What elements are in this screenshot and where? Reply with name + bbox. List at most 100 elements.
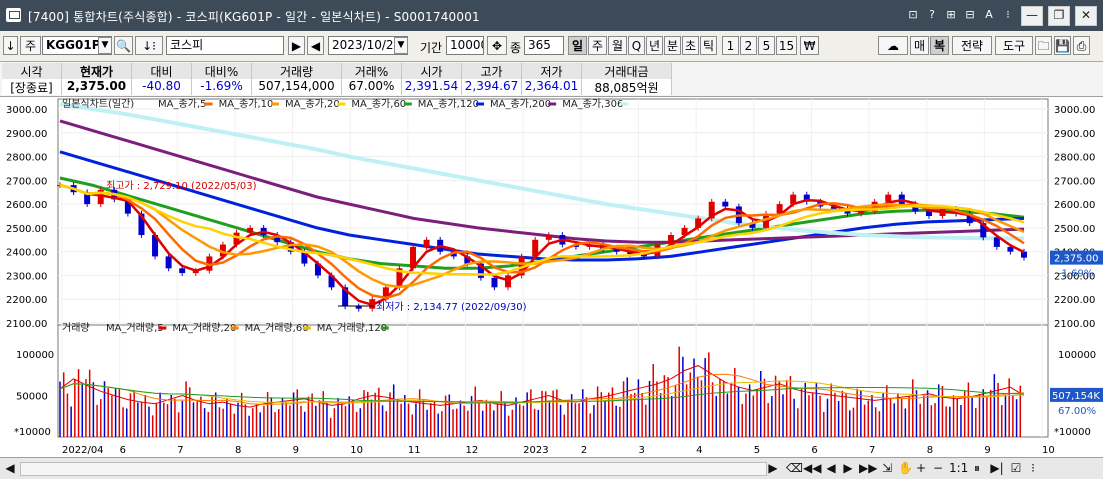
scroll-control-6[interactable]: ✋ <box>898 461 913 475</box>
more-icon[interactable]: ⁝ <box>1006 8 1010 21</box>
close-button[interactable]: ✕ <box>1075 6 1097 26</box>
period-month-button[interactable]: 월 <box>608 36 627 55</box>
candle-body <box>667 235 674 245</box>
scroll-control-7[interactable]: + <box>915 461 927 475</box>
candle-body <box>206 256 213 271</box>
minimize-button[interactable]: — <box>1021 6 1043 26</box>
interval-15-button[interactable]: 15 <box>776 36 797 55</box>
period-input[interactable]: 10000 <box>446 36 484 55</box>
candle-body <box>722 201 729 207</box>
scroll-control-2[interactable]: ◀ <box>826 461 836 475</box>
last-change: -1.69% <box>1058 269 1093 280</box>
code-input[interactable]: KGG01P <box>42 36 112 55</box>
price-tick-right: 2900.00 <box>1054 129 1095 140</box>
search-icon[interactable]: 🔍 <box>114 36 133 55</box>
scroll-left-icon[interactable]: ◀ <box>5 461 15 475</box>
scroll-track[interactable] <box>20 462 767 476</box>
quote-header: 거래% <box>342 63 402 79</box>
scroll-control-5[interactable]: ⇲ <box>881 461 893 475</box>
currency-button[interactable]: ₩ <box>800 36 819 55</box>
volume-unit-left: *10000 <box>14 427 51 438</box>
price-tick-right: 2300.00 <box>1054 271 1095 282</box>
scroll-control-11[interactable]: ▶| <box>990 461 1004 475</box>
sort-icon[interactable]: ↓⁝ <box>135 36 163 55</box>
quote-value: -40.80 <box>132 79 192 95</box>
chart-scrollbar[interactable]: ◀ ▶ ⌫ ◀◀ ◀ ▶ ▶▶ ⇲ ✋ + −1:1 ⏸ ▶| ☑ ⁝ <box>0 457 1103 479</box>
print-icon[interactable]: ⎙ <box>1073 36 1090 55</box>
date-tick: 8 <box>235 445 241 456</box>
quote-value: [장종료] <box>2 79 62 95</box>
move-icon[interactable]: ✥ <box>487 36 507 55</box>
date-tick: 2022/04 <box>62 445 104 456</box>
legend-label: MA_종가,5 <box>158 98 206 110</box>
price-tick-right: 2800.00 <box>1054 153 1095 164</box>
save-icon[interactable]: 💾 <box>1054 36 1071 55</box>
price-tick-left: 2800.00 <box>6 153 47 164</box>
legend-label: MA_종가,120 <box>418 98 479 110</box>
annotation-low: 최저가 : 2,134.77 (2022/09/30) <box>376 301 527 313</box>
help-icon[interactable]: ? <box>929 8 935 21</box>
screen-icon[interactable]: ⊡ <box>908 8 918 21</box>
candle-body <box>803 194 810 202</box>
candle-body <box>925 211 932 216</box>
font-icon[interactable]: A <box>985 8 993 21</box>
name-input[interactable]: 코스피 <box>166 36 284 55</box>
split-icon[interactable]: ⊟ <box>965 8 975 21</box>
zoom-label: 종 <box>510 41 522 55</box>
scroll-control-3[interactable]: ▶ <box>843 461 853 475</box>
date-dropdown-icon[interactable]: ▼ <box>394 37 408 54</box>
interval-1-button[interactable]: 1 <box>722 36 739 55</box>
tools-button[interactable]: 도구 <box>995 36 1033 55</box>
quote-header: 거래대금 <box>582 63 672 79</box>
volume-tick-left: 100000 <box>16 350 54 361</box>
candle-body <box>138 213 145 236</box>
quote-value: 88,085억원 <box>582 79 672 95</box>
date-tick: 8 <box>927 445 933 456</box>
strategy-button[interactable]: 전략 <box>952 36 992 55</box>
legend-label: MA_종가,306 <box>562 98 623 110</box>
quote-value: 2,394.67 <box>462 79 522 95</box>
period-minute-button[interactable]: 분 <box>664 36 681 55</box>
multi-button[interactable]: 복 <box>930 36 949 55</box>
cloud-icon[interactable]: ☁ <box>878 36 908 55</box>
period-tick-button[interactable]: 틱 <box>700 36 717 55</box>
quote-value: -1.69% <box>192 79 252 95</box>
scroll-control-4[interactable]: ▶▶ <box>859 461 878 475</box>
period-week-button[interactable]: 주 <box>588 36 607 55</box>
window-title: [7400] 통합차트(주식종합) - 코스피(KG601P - 일간 - 일본… <box>28 10 480 24</box>
period-quarter-button[interactable]: Q <box>628 36 645 55</box>
scroll-control-12[interactable]: ☑ <box>1010 461 1022 475</box>
candle-body <box>980 223 987 238</box>
quote-header: 시가 <box>402 63 462 79</box>
stock-chart-svg[interactable]: 3000.00 3000.00 2900.00 2900.00 2800.00 2800.… <box>0 97 1103 457</box>
scroll-right-icon[interactable]: ▶ <box>768 461 778 475</box>
folder-icon[interactable]: 🗀 <box>1035 36 1052 55</box>
buy-sell-button[interactable]: 매 <box>910 36 929 55</box>
period-year-button[interactable]: 년 <box>646 36 663 55</box>
period-second-button[interactable]: 초 <box>682 36 699 55</box>
date-input[interactable]: 2023/10/20 <box>328 36 408 55</box>
scroll-control-0[interactable]: ⌫ <box>786 461 803 475</box>
candle-body <box>830 206 837 209</box>
zoom-input[interactable]: 365 <box>524 36 564 55</box>
period-day-button[interactable]: 일 <box>568 36 587 55</box>
chart-title: 일본식차트(일간) <box>62 98 134 110</box>
scroll-control-13[interactable]: ⁝ <box>1031 461 1035 475</box>
arrow-down-icon[interactable]: ↓ <box>3 36 18 55</box>
annotation-high: 최고가 : 2,729.10 (2022/05/03) <box>106 180 257 192</box>
scroll-control-1[interactable]: ◀◀ <box>803 461 822 475</box>
interval-2-button[interactable]: 2 <box>740 36 757 55</box>
code-dropdown-icon[interactable]: ▼ <box>98 37 112 54</box>
scroll-control-10[interactable]: ⏸ <box>973 461 980 475</box>
scroll-control-9[interactable]: 1:1 <box>949 461 969 475</box>
next-arrow-icon[interactable]: ▶ <box>288 36 305 55</box>
maximize-button[interactable]: ❐ <box>1048 6 1070 26</box>
scroll-control-8[interactable]: − <box>932 461 944 475</box>
prev-arrow-icon[interactable]: ◀ <box>307 36 324 55</box>
interval-5-button[interactable]: 5 <box>758 36 775 55</box>
price-tick-left: 2500.00 <box>6 224 47 235</box>
chart-area[interactable]: 3000.00 3000.00 2900.00 2900.00 2800.00 2800.… <box>0 97 1103 457</box>
layout-icon[interactable]: ⊞ <box>946 8 956 21</box>
date-tick: 5 <box>754 445 760 456</box>
market-select[interactable]: 주 <box>20 36 41 55</box>
